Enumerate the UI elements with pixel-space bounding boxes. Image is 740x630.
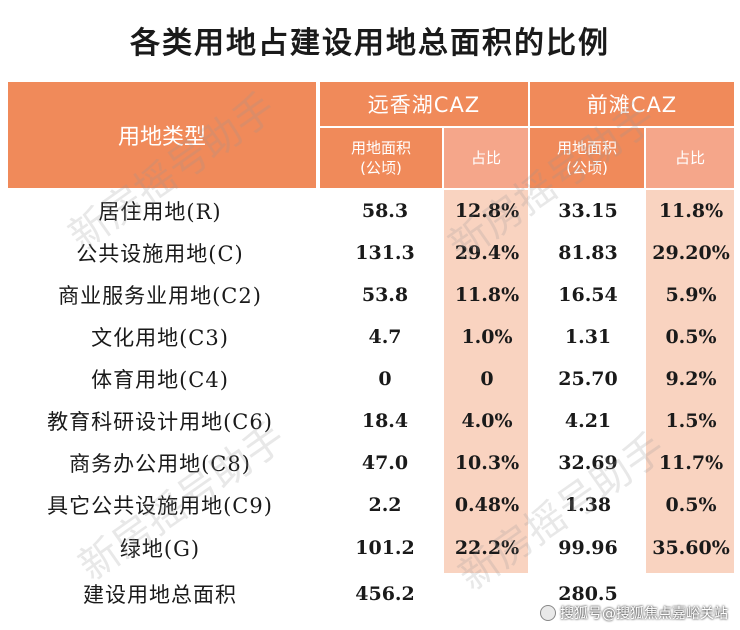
row-a-area: 47.0 <box>361 452 409 474</box>
row-a-ratio: 12.8% <box>454 200 520 222</box>
header-a-ratio-label: 占比 <box>470 149 501 167</box>
ratio-column-a-bg <box>444 190 528 573</box>
table-row: 体育用地(C4) 0 0 25.70 9.2% <box>0 358 740 400</box>
row-a-area: 18.4 <box>361 410 409 432</box>
row-b-area: 99.96 <box>558 537 618 559</box>
table-row: 具它公共设施用地(C9) 2.2 0.48% 1.38 0.5% <box>0 484 740 526</box>
header-b-area-line1: 用地面积 <box>556 139 617 157</box>
row-name: 文化用地(C3) <box>91 326 229 350</box>
table-row: 公共设施用地(C) 131.3 29.4% 81.83 29.20% <box>0 232 740 274</box>
header-land-type: 用地类型 <box>8 82 316 188</box>
row-a-area: 456.2 <box>355 583 415 605</box>
header-a-area-line2: (公顷) <box>360 159 402 177</box>
ratio-column-b-bg <box>646 190 734 573</box>
source-credit-text: 搜狐号@搜狐焦点嘉峪关站 <box>560 606 728 622</box>
row-b-ratio: 11.8% <box>658 200 724 222</box>
row-a-ratio: 4.0% <box>461 410 513 432</box>
row-b-ratio: 1.5% <box>665 410 717 432</box>
header-group-yuanxianghu: 远香湖CAZ <box>320 82 528 126</box>
row-b-ratio: 29.20% <box>652 242 730 264</box>
row-a-area: 2.2 <box>368 494 402 516</box>
header-b-ratio: 占比 <box>646 128 734 188</box>
row-b-ratio: 0.5% <box>665 326 717 348</box>
table-title: 各类用地占建设用地总面积的比例 <box>130 26 610 61</box>
table-row: 居住用地(R) 58.3 12.8% 33.15 11.8% <box>0 190 740 232</box>
row-a-area: 53.8 <box>361 284 409 306</box>
row-a-ratio: 1.0% <box>461 326 513 348</box>
sohu-logo-icon <box>540 605 556 621</box>
row-b-area: 32.69 <box>558 452 618 474</box>
row-b-ratio: 0.5% <box>665 494 717 516</box>
header-a-ratio: 占比 <box>444 128 528 188</box>
header-group-qiantan: 前滩CAZ <box>530 82 734 126</box>
table-row: 文化用地(C3) 4.7 1.0% 1.31 0.5% <box>0 316 740 358</box>
table-row: 商业服务业用地(C2) 53.8 11.8% 16.54 5.9% <box>0 274 740 316</box>
row-a-ratio: 11.8% <box>454 284 520 306</box>
row-b-area: 25.70 <box>558 368 618 390</box>
row-name: 公共设施用地(C) <box>76 242 244 266</box>
row-name: 教育科研设计用地(C6) <box>47 410 273 434</box>
row-name: 体育用地(C4) <box>91 368 229 392</box>
row-b-ratio: 9.2% <box>665 368 717 390</box>
row-b-area: 1.38 <box>564 494 612 516</box>
row-b-area: 16.54 <box>558 284 618 306</box>
table-row: 教育科研设计用地(C6) 18.4 4.0% 4.21 1.5% <box>0 400 740 442</box>
header-b-ratio-label: 占比 <box>674 149 705 167</box>
row-a-ratio: 22.2% <box>454 537 520 559</box>
row-name: 居住用地(R) <box>98 200 222 224</box>
source-credit: 搜狐号@搜狐焦点嘉峪关站 <box>540 600 728 626</box>
row-a-ratio: 29.4% <box>454 242 520 264</box>
table-row-total: 建设用地总面积 456.2 280.5 <box>0 573 740 615</box>
row-b-area: 1.31 <box>564 326 612 348</box>
row-b-ratio: 5.9% <box>665 284 717 306</box>
row-a-area: 0 <box>378 368 392 390</box>
row-a-area: 101.2 <box>355 537 415 559</box>
row-name: 商业服务业用地(C2) <box>58 284 262 308</box>
row-b-area: 4.21 <box>564 410 612 432</box>
row-b-area: 81.83 <box>558 242 618 264</box>
row-name: 建设用地总面积 <box>83 583 237 607</box>
row-b-area: 33.15 <box>558 200 618 222</box>
row-a-ratio: 0.48% <box>454 494 520 516</box>
row-a-ratio: 0 <box>480 368 494 390</box>
row-a-ratio: 10.3% <box>454 452 520 474</box>
row-a-area: 4.7 <box>368 326 402 348</box>
header-a-area: 用地面积 (公顷) <box>320 128 442 188</box>
row-a-area: 131.3 <box>355 242 415 264</box>
row-a-ratio <box>446 573 528 615</box>
row-b-ratio: 35.60% <box>652 537 730 559</box>
table-row: 商务办公用地(C8) 47.0 10.3% 32.69 11.7% <box>0 442 740 484</box>
row-b-area: 280.5 <box>558 583 618 605</box>
header-b-area: 用地面积 (公顷) <box>530 128 644 188</box>
row-b-ratio: 11.7% <box>658 452 724 474</box>
header-a-area-line1: 用地面积 <box>350 139 411 157</box>
row-name: 具它公共设施用地(C9) <box>47 494 273 518</box>
row-name: 绿地(G) <box>119 537 201 561</box>
row-a-area: 58.3 <box>361 200 409 222</box>
header-b-area-line2: (公顷) <box>566 159 608 177</box>
table-row: 绿地(G) 101.2 22.2% 99.96 35.60% <box>0 527 740 569</box>
row-name: 商务办公用地(C8) <box>69 452 251 476</box>
